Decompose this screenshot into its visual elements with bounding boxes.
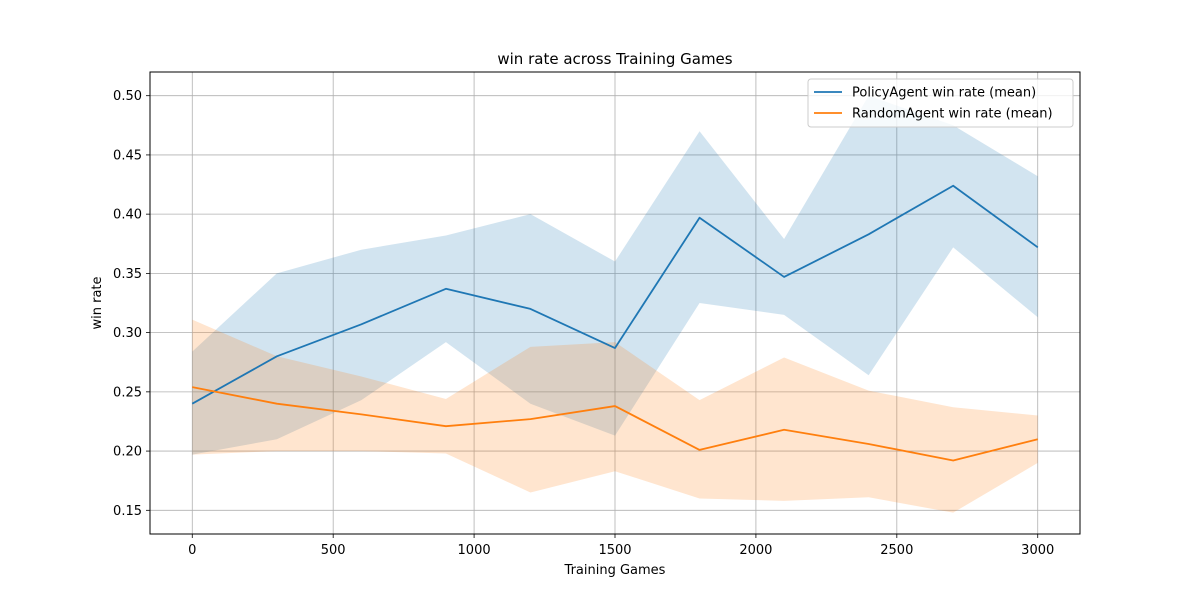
- legend: PolicyAgent win rate (mean) RandomAgent w…: [807, 78, 1074, 128]
- legend-label-2: RandomAgent win rate (mean): [852, 107, 1053, 122]
- series-1-line: [191, 184, 1039, 405]
- series-2-band: [192, 319, 1038, 513]
- y-tick-label: 0.50: [113, 89, 142, 104]
- x-axis-ticks: 0 500 1000 1500 2000 2500 3000: [188, 534, 1054, 558]
- y-tick-label: 0.20: [113, 445, 142, 460]
- y-tick-label: 0.45: [113, 148, 142, 163]
- x-tick-label: 500: [321, 543, 346, 558]
- x-tick-label: 2000: [739, 543, 772, 558]
- grid: [150, 72, 1080, 534]
- series-lines: [191, 184, 1039, 462]
- x-tick-label: 2500: [880, 543, 913, 558]
- legend-box: [807, 78, 1074, 128]
- y-tick-label: 0.35: [113, 267, 142, 282]
- y-axis-ticks: 0.15 0.20 0.25 0.30 0.35 0.40 0.45 0.50: [113, 89, 150, 519]
- y-axis-label: win rate: [90, 276, 105, 329]
- x-axis-label: Training Games: [564, 563, 666, 578]
- confidence-bands: [192, 95, 1038, 513]
- legend-label-1: PolicyAgent win rate (mean): [852, 86, 1036, 101]
- x-tick-label: 1000: [458, 543, 491, 558]
- y-tick-label: 0.40: [113, 208, 142, 223]
- y-tick-label: 0.25: [113, 385, 142, 400]
- x-tick-label: 1500: [598, 543, 631, 558]
- chart-title: win rate across Training Games: [497, 50, 732, 68]
- y-tick-label: 0.30: [113, 326, 142, 341]
- y-tick-label: 0.15: [113, 504, 142, 519]
- x-tick-label: 0: [188, 543, 196, 558]
- series-1-band: [192, 95, 1038, 455]
- x-tick-label: 3000: [1021, 543, 1054, 558]
- series-2-line: [192, 386, 1038, 462]
